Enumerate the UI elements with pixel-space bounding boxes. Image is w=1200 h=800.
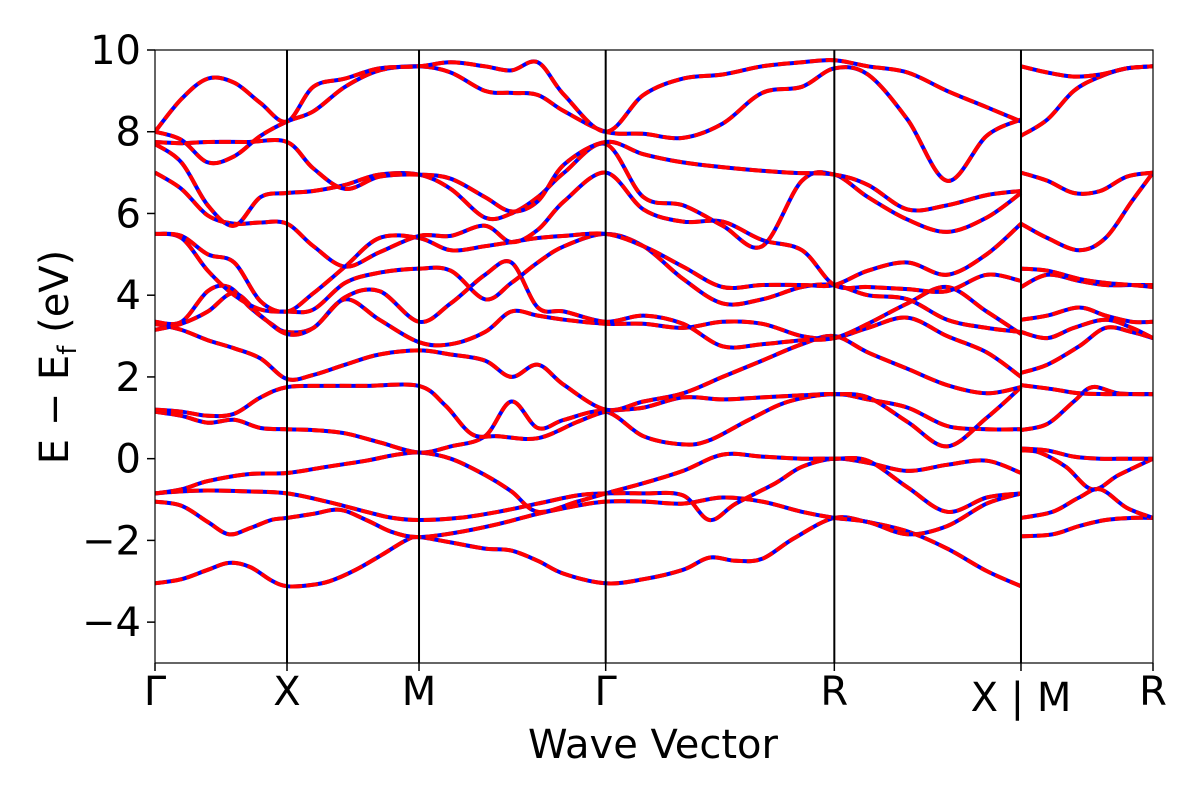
band-line-23 [1020, 317, 1153, 341]
band-line-26 [1020, 266, 1153, 289]
band-line-5 [155, 382, 1023, 449]
band-line-6 [155, 321, 1022, 413]
band-line-18 [1020, 515, 1153, 539]
band-line-12 [155, 141, 1023, 250]
y-axis-label-unit: (eV) [32, 250, 78, 346]
band-line-3 [155, 450, 1022, 514]
band-line-10 [155, 222, 1023, 314]
y-axis-label-subscript: f [53, 345, 83, 355]
x-ticks: Γ X M Γ R X | M R [144, 663, 1167, 721]
band-line-16 [1020, 448, 1153, 492]
band-line-base-18 [1020, 515, 1153, 539]
kpoint-lines [286, 50, 1022, 663]
band-line-4 [155, 392, 1022, 455]
band-line-2 [155, 456, 1022, 523]
band-line-30 [1020, 64, 1153, 79]
y-tick-label: 6 [116, 191, 141, 237]
y-tick-label: 4 [116, 273, 141, 319]
band-line-14 [155, 64, 1022, 183]
bands-layer [155, 58, 1153, 589]
y-tick-label: −4 [82, 600, 141, 646]
band-line-8 [155, 259, 1023, 350]
x-tick-label-5: X | M [971, 675, 1072, 721]
y-tick-label: 8 [116, 110, 141, 156]
y-axis-label-main: E − E [32, 355, 78, 465]
band-line-24 [1020, 305, 1153, 325]
band-line-27 [1020, 171, 1153, 253]
band-line-15 [155, 58, 1022, 134]
band-line-22 [1020, 325, 1153, 375]
band-line-28 [1020, 170, 1153, 196]
band-line-base-0 [155, 515, 1022, 589]
x-axis-label: Wave Vector [528, 722, 779, 768]
x-tick-label-4: R [820, 669, 848, 715]
x-tick-label-0: Γ [144, 669, 167, 715]
band-line-1 [155, 491, 1022, 540]
x-tick-label-3: Γ [595, 669, 618, 715]
band-line-base-6 [155, 321, 1022, 413]
y-tick-label: 2 [116, 355, 141, 401]
x-tick-label-6: R [1139, 669, 1167, 715]
band-line-9 [155, 231, 1022, 334]
y-ticks: −4 −2 0 2 4 6 8 10 [82, 28, 155, 646]
band-line-base-27 [1020, 171, 1153, 253]
band-line-17 [1020, 446, 1153, 461]
y-tick-label: −2 [82, 518, 141, 564]
x-tick-label-2: M [402, 669, 437, 715]
band-line-11 [155, 170, 1022, 294]
y-tick-label: 10 [90, 28, 141, 74]
plot-frame [154, 49, 1154, 664]
y-tick-label: 0 [116, 437, 141, 483]
x-tick-label-1: X [273, 669, 300, 715]
band-line-19 [1020, 487, 1153, 520]
y-axis-label: E − Ef (eV) [32, 250, 83, 465]
band-line-21 [1020, 383, 1153, 397]
